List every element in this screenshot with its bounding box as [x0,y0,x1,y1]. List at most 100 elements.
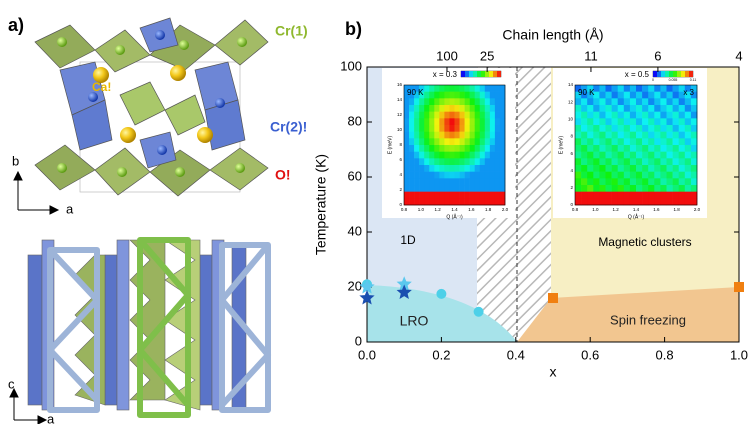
heatmap-cell [465,192,470,199]
heatmap-cell [593,138,599,145]
heatmap-cell [475,192,480,199]
heatmap-cell [465,98,470,105]
heatmap-cell [444,152,449,159]
data-point [734,282,744,292]
heatmap-cell [419,112,424,119]
heatmap-cell [404,172,409,179]
heatmap-cell [660,145,666,152]
heatmap-cell [593,105,599,112]
x2-tick-label: 100 [436,48,458,63]
heatmap-cell [679,112,685,119]
heatmap-cell [587,165,593,172]
heatmap-cell [404,98,409,105]
atom-label: Cr(1) [275,23,308,39]
heatmap-cell [495,98,500,105]
heatmap-cell [593,185,599,192]
heatmap-cell [630,118,636,125]
heatmap-cell [424,92,429,99]
heatmap-cell [624,112,630,119]
colorbar-cell [665,71,669,77]
heatmap-cell [654,105,660,112]
heatmap-cell [612,112,618,119]
heatmap-cell [636,152,642,159]
heatmap-cell [404,185,409,192]
heatmap-cell [618,85,624,92]
heatmap-cell [414,125,419,132]
heatmap-cell [581,112,587,119]
heatmap-cell [460,145,465,152]
heatmap-cell [444,172,449,179]
heatmap-cell [648,132,654,139]
heatmap-cell [685,112,691,119]
heatmap-cell [455,98,460,105]
heatmap-cell [660,185,666,192]
heatmap-cell [490,85,495,92]
colorbar-cell [689,71,693,77]
heatmap-cell [575,132,581,139]
heatmap-cell [599,125,605,132]
heatmap-cell [429,192,434,199]
heatmap-cell [409,138,414,145]
heatmap-cell [587,98,593,105]
colorbar-cell [653,71,657,77]
heatmap-cell [575,198,581,205]
heatmap-cell [485,185,490,192]
inset-composition: x = 0.5 [625,70,650,79]
heatmap-cell [606,172,612,179]
heatmap-cell [485,165,490,172]
heatmap-cell [490,178,495,185]
heatmap-cell [660,165,666,172]
heatmap-cell [606,145,612,152]
heatmap-cell [654,125,660,132]
heatmap-cell [599,98,605,105]
heatmap-cell [444,85,449,92]
heatmap-cell [500,198,505,205]
heatmap-cell [455,185,460,192]
heatmap-cell [500,105,505,112]
heatmap-cell [490,172,495,179]
heatmap-cell [581,198,587,205]
heatmap-cell [485,92,490,99]
heatmap-cell [636,178,642,185]
heatmap-cell [606,132,612,139]
heatmap-cell [667,85,673,92]
heatmap-cell [654,118,660,125]
heatmap-cell [414,145,419,152]
heatmap-cell [424,138,429,145]
heatmap-cell [673,185,679,192]
heatmap-cell [485,178,490,185]
y-axis-title: Temperature (K) [313,154,329,255]
heatmap-cell [612,132,618,139]
heatmap-cell [679,178,685,185]
heatmap-cell [500,98,505,105]
heatmap-cell [414,138,419,145]
heatmap-cell [460,125,465,132]
heatmap-cell [485,132,490,139]
heatmap-cell [660,132,666,139]
heatmap-cell [455,92,460,99]
data-point [548,293,558,303]
heatmap-cell [480,145,485,152]
heatmap-cell [636,158,642,165]
figure-canvas: a) Cr(1) Ca! Cr(2)! O! b a c a b) x = 0.… [0,0,749,424]
heatmap-cell [636,112,642,119]
heatmap-cell [642,152,648,159]
heatmap-cell [475,92,480,99]
heatmap-cell [444,192,449,199]
region-label: 1D [400,233,416,247]
heatmap-cell [673,125,679,132]
heatmap-cell [679,145,685,152]
heatmap-cell [624,165,630,172]
heatmap-cell [404,165,409,172]
heatmap-cell [624,152,630,159]
heatmap-cell [429,178,434,185]
heatmap-cell [424,125,429,132]
heatmap-cell [660,138,666,145]
heatmap-cell [691,172,697,179]
heatmap-cell [691,132,697,139]
heatmap-cell [460,112,465,119]
heatmap-cell [599,192,605,199]
heatmap-cell [593,165,599,172]
heatmap-cell [434,185,439,192]
heatmap-cell [485,152,490,159]
